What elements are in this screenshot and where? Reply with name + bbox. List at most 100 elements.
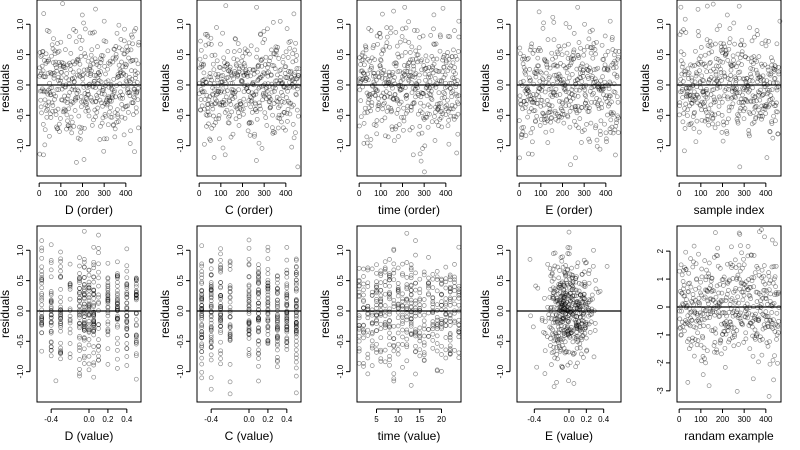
data-point: [91, 265, 97, 271]
y-axis-title: residuals: [0, 290, 12, 338]
data-point: [688, 284, 694, 290]
data-point: [754, 70, 760, 76]
data-point: [591, 67, 597, 73]
data-point: [394, 61, 399, 66]
data-point: [42, 58, 47, 63]
data-point: [252, 131, 257, 137]
panel-sample_index: -1.0-0.50.00.51.00 100 200 300 400residualss…: [638, 0, 783, 217]
data-point: [711, 76, 717, 82]
data-point: [607, 18, 613, 24]
data-point: [413, 270, 418, 276]
data-point: [446, 56, 452, 62]
data-point: [84, 105, 90, 111]
data-point: [756, 92, 761, 98]
y-tick-label: -0.5: [656, 108, 665, 122]
data-point: [736, 100, 742, 105]
data-point: [448, 106, 454, 112]
data-point: [113, 94, 118, 100]
data-point: [600, 86, 606, 92]
data-point: [37, 50, 43, 55]
data-point: [133, 75, 138, 81]
data-point: [234, 63, 240, 69]
data-point: [77, 34, 83, 40]
data-point: [283, 85, 289, 91]
data-point: [360, 70, 366, 76]
data-point: [445, 50, 450, 55]
data-point: [231, 49, 237, 54]
data-point: [746, 128, 752, 133]
data-point: [744, 98, 749, 103]
data-point: [570, 84, 576, 90]
data-point: [217, 136, 222, 142]
data-point: [87, 81, 93, 87]
data-point: [81, 314, 87, 319]
data-point: [246, 237, 252, 243]
data-point: [585, 76, 591, 81]
y-tick-label: 0.0: [16, 79, 25, 91]
data-point: [356, 266, 362, 271]
data-point: [581, 84, 587, 90]
data-point: [434, 302, 440, 307]
data-point: [236, 110, 241, 116]
data-point: [593, 51, 598, 57]
data-point: [427, 85, 433, 91]
data-point: [604, 99, 610, 104]
data-point: [91, 313, 97, 319]
data-point: [591, 354, 597, 360]
data-point: [733, 286, 739, 291]
data-point: [594, 96, 600, 101]
data-point: [294, 107, 300, 113]
x-axis-title: C (order): [225, 203, 273, 217]
data-point: [290, 76, 296, 82]
plot-frame: [196, 0, 302, 177]
data-point: [452, 284, 457, 289]
data-point: [132, 89, 138, 95]
data-point: [61, 106, 67, 112]
data-point: [700, 61, 706, 67]
data-point: [55, 50, 60, 55]
data-point: [62, 93, 67, 99]
data-point: [554, 111, 560, 117]
data-point: [91, 318, 97, 324]
data-point: [724, 50, 729, 56]
data-point: [371, 79, 377, 85]
data-point: [737, 286, 743, 292]
data-point: [381, 102, 386, 107]
data-point: [238, 63, 244, 69]
data-point: [392, 81, 398, 87]
data-point: [361, 287, 366, 293]
data-point: [740, 103, 746, 108]
data-point: [715, 83, 720, 88]
data-point: [542, 371, 548, 376]
data-point: [704, 87, 709, 92]
data-point: [125, 103, 130, 109]
data-point: [387, 335, 392, 341]
data-point: [589, 99, 594, 105]
data-point: [41, 11, 47, 16]
data-point: [43, 108, 49, 114]
data-point: [239, 79, 245, 84]
data-point: [285, 107, 291, 112]
data-point: [48, 267, 54, 273]
data-point: [712, 97, 717, 103]
data-point: [124, 363, 130, 368]
data-point: [222, 64, 228, 69]
data-point: [395, 315, 401, 321]
data-point: [721, 93, 727, 99]
data-point: [711, 100, 717, 105]
data-point: [422, 66, 427, 72]
data-point: [222, 60, 227, 65]
data-point: [568, 55, 574, 61]
data-point: [605, 49, 611, 54]
data-point: [79, 125, 85, 131]
data-point: [420, 146, 425, 151]
data-point: [122, 26, 127, 32]
data-point: [451, 113, 457, 119]
data-point: [255, 78, 261, 84]
data-point: [531, 95, 537, 101]
data-point: [49, 100, 55, 106]
data-point: [405, 65, 411, 70]
data-point: [692, 96, 698, 102]
data-point: [66, 34, 72, 39]
data-point: [706, 106, 712, 112]
